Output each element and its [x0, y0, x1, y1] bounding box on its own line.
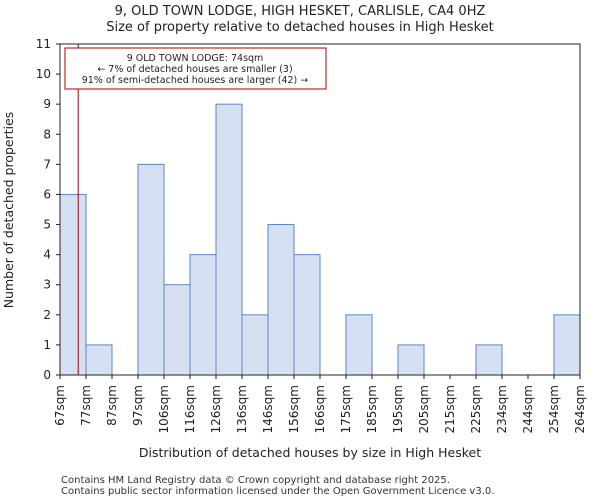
x-tick-label: 225sqm: [469, 385, 483, 433]
bar-116sqm: [189, 254, 217, 376]
annotation-box: 9 OLD TOWN LODGE: 74sqm ← 7% of detached…: [64, 47, 327, 90]
bar-126sqm: [215, 103, 243, 376]
y-tick-label: 9: [43, 97, 51, 111]
x-tick-label: 254sqm: [547, 385, 561, 433]
y-tick-label: 3: [43, 278, 51, 292]
x-tick-label: 156sqm: [287, 385, 301, 433]
x-tick-label: 87sqm: [105, 385, 119, 426]
x-tick-label: 215sqm: [443, 385, 457, 433]
x-tick-label: 195sqm: [391, 385, 405, 433]
y-tick-label: 10: [36, 67, 51, 81]
bar-195sqm: [397, 344, 425, 376]
bar-136sqm: [241, 314, 269, 376]
x-tick-label: 67sqm: [53, 385, 67, 426]
bar-146sqm: [267, 224, 295, 376]
bar-77sqm: [85, 344, 113, 376]
y-tick-label: 11: [36, 37, 51, 51]
y-tick-label: 6: [43, 187, 51, 201]
y-tick-label: 4: [43, 248, 51, 262]
bar-156sqm: [293, 254, 321, 376]
bar-175sqm: [345, 314, 373, 376]
x-tick-label: 116sqm: [183, 385, 197, 433]
x-tick-label: 136sqm: [235, 385, 249, 433]
x-tick-label: 77sqm: [79, 385, 93, 426]
x-tick-label: 175sqm: [339, 385, 353, 433]
x-tick-label: 166sqm: [313, 385, 327, 433]
annotation-line-1: 9 OLD TOWN LODGE: 74sqm: [127, 53, 264, 64]
annotation-line-3: 91% of semi-detached houses are larger (…: [82, 75, 309, 86]
bar-67sqm: [59, 193, 87, 376]
footer-line-1: Contains HM Land Registry data © Crown c…: [61, 475, 450, 486]
x-tick-label: 234sqm: [495, 385, 509, 433]
y-tick-label: 2: [43, 308, 51, 322]
x-tick-label: 146sqm: [261, 385, 275, 433]
y-ticks: 0 1 2 3 4 5 6 7 8 9 10 11: [36, 37, 60, 382]
y-tick-label: 8: [43, 127, 51, 141]
x-tick-label: 205sqm: [417, 385, 431, 433]
bar-97sqm: [137, 163, 165, 376]
x-tick-label: 264sqm: [573, 385, 587, 433]
y-tick-label: 5: [43, 218, 51, 232]
bar-254sqm: [553, 314, 581, 376]
x-tick-label: 106sqm: [157, 385, 171, 433]
y-tick-label: 0: [43, 368, 51, 382]
chart-title: 9, OLD TOWN LODGE, HIGH HESKET, CARLISLE…: [115, 4, 486, 19]
x-tick-label: 244sqm: [521, 385, 535, 433]
annotation-line-2: ← 7% of detached houses are smaller (3): [97, 64, 292, 75]
x-axis-label: Distribution of detached houses by size …: [139, 445, 481, 460]
bars-group: [59, 103, 581, 376]
footer-line-2: Contains public sector information licen…: [61, 486, 494, 497]
chart-subtitle: Size of property relative to detached ho…: [106, 20, 494, 35]
plot-frame: [59, 43, 581, 376]
bar-106sqm: [163, 284, 191, 376]
x-tick-label: 126sqm: [209, 385, 223, 433]
x-ticks: 67sqm 77sqm 87sqm 97sqm 106sqm 116sqm 126sqm 13…: [53, 375, 587, 433]
bar-225sqm: [475, 344, 503, 376]
y-tick-label: 1: [43, 338, 51, 352]
annotation-frame: [64, 47, 327, 90]
y-axis-label: Number of detached properties: [1, 112, 16, 309]
x-tick-label: 185sqm: [365, 385, 379, 433]
y-tick-label: 7: [43, 157, 51, 171]
x-tick-label: 97sqm: [131, 385, 145, 426]
